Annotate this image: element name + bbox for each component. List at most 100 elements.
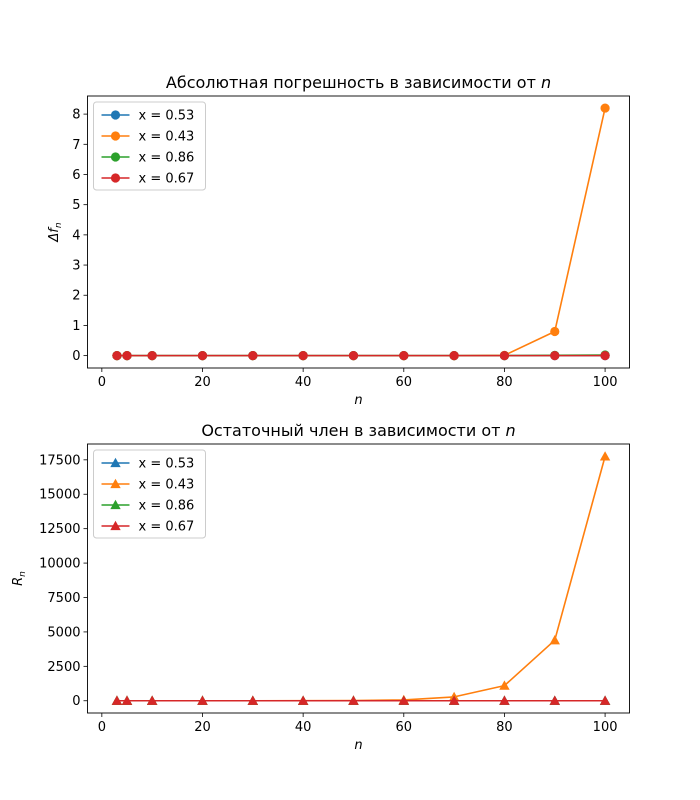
legend-entry: x = 0.86	[101, 151, 195, 166]
chart-title: Абсолютная погрешность в зависимости от …	[166, 73, 551, 92]
data-point	[197, 351, 208, 361]
data-point	[499, 351, 510, 361]
legend-entry: x = 0.86	[101, 499, 195, 514]
data-point	[298, 351, 308, 361]
x-tick-label: 40	[295, 720, 312, 735]
y-axis-label: Rn	[11, 571, 28, 586]
legend-entry: x = 0.43	[101, 478, 195, 493]
chart-title-variable: n	[506, 421, 516, 440]
legend-entry: x = 0.67	[101, 172, 195, 187]
y-tick-label: 5	[72, 198, 80, 213]
data-point	[600, 103, 610, 113]
x-tick-label: 60	[396, 375, 413, 390]
y-axis-label-main: Δf	[47, 226, 62, 243]
x-tick-label: 20	[194, 375, 211, 390]
y-tick-label: 8	[72, 108, 80, 123]
chart-title: Остаточный член в зависимости от n	[201, 421, 515, 440]
legend-marker	[110, 478, 121, 489]
x-axis-label: n	[354, 393, 362, 408]
legend-label: x = 0.67	[139, 172, 195, 187]
y-tick-label: 12500	[39, 522, 80, 537]
chart-2: Остаточный член в зависимости от n 0 20 40 6…	[11, 421, 630, 753]
chart-title-text: Абсолютная погрешность в зависимости от	[166, 73, 541, 92]
x-tick-label: 80	[496, 720, 513, 735]
legend-label: x = 0.86	[139, 499, 195, 514]
data-point	[122, 351, 132, 361]
data-point	[348, 695, 359, 705]
y-axis-label-main: R	[11, 577, 26, 586]
legend: x = 0.53 x = 0.43 x = 0.86 x = 0.67	[93, 449, 206, 539]
legend-box	[93, 449, 206, 539]
legend-entry: x = 0.53	[101, 457, 195, 472]
x-axis-label: n	[354, 738, 362, 753]
data-point	[248, 351, 258, 361]
data-point	[247, 695, 259, 705]
y-tick-label: 2	[72, 289, 80, 304]
x-tick-label: 100	[593, 720, 618, 735]
data-point	[398, 695, 409, 705]
data-point	[348, 351, 359, 361]
y-axis-label-subscript: n	[54, 222, 64, 228]
y-tick-label: 7500	[47, 591, 80, 606]
y-tick-label: 4	[72, 228, 80, 243]
plot-frame	[87, 443, 630, 714]
legend-marker	[110, 110, 121, 120]
legend-marker	[110, 173, 121, 183]
charts-container: Абсолютная погрешность в зависимости от …	[11, 73, 630, 753]
x-tick-label: 0	[98, 375, 106, 390]
data-point	[549, 634, 560, 645]
data-point	[146, 695, 158, 705]
legend-label: x = 0.43	[139, 478, 195, 493]
series-4	[112, 351, 610, 361]
legend-marker	[110, 520, 121, 531]
x-tick-label: 80	[496, 375, 513, 390]
data-point	[197, 695, 208, 705]
y-tick-label: 6	[72, 168, 80, 183]
y-tick-label: 3	[72, 259, 80, 274]
x-tick-label: 100	[593, 375, 618, 390]
chart-title-text: Остаточный член в зависимости от	[201, 421, 505, 440]
y-axis-label: Δfn	[47, 222, 64, 242]
data-point	[600, 351, 610, 361]
legend-marker	[110, 499, 121, 510]
data-point	[599, 695, 611, 705]
data-point	[297, 695, 309, 705]
data-point	[121, 695, 133, 705]
y-tick-label: 1	[72, 319, 80, 334]
chart-1: Абсолютная погрешность в зависимости от …	[47, 73, 630, 408]
legend-marker	[110, 457, 121, 468]
y-tick-label: 10000	[39, 557, 80, 572]
data-point	[399, 351, 409, 361]
series-4	[111, 695, 611, 705]
plot-frame	[87, 95, 630, 369]
data-point	[111, 695, 123, 705]
data-point	[448, 695, 460, 705]
y-axis-label-subscript: n	[18, 571, 28, 577]
x-tick-label: 0	[98, 720, 106, 735]
legend-label: x = 0.86	[139, 151, 195, 166]
data-point	[147, 351, 157, 361]
x-tick-label: 20	[194, 720, 211, 735]
data-point	[499, 680, 510, 690]
legend-marker	[110, 131, 121, 141]
y-tick-label: 0	[72, 349, 80, 364]
legend-entry: x = 0.67	[101, 520, 194, 535]
y-tick-label: 15000	[39, 488, 80, 503]
legend-box	[93, 101, 206, 191]
data-point	[549, 695, 560, 705]
legend-entry: x = 0.53	[101, 109, 194, 124]
legend-label: x = 0.53	[139, 457, 195, 472]
data-point	[550, 326, 560, 337]
data-point	[112, 351, 122, 361]
data-point	[499, 695, 510, 705]
legend-label: x = 0.43	[139, 130, 195, 145]
chart-title-variable: n	[541, 73, 551, 92]
legend-marker	[110, 152, 121, 162]
y-tick-label: 0	[72, 694, 80, 709]
data-point	[550, 351, 560, 361]
x-tick-label: 40	[295, 375, 312, 390]
data-point	[599, 451, 611, 461]
data-point	[449, 351, 459, 361]
y-tick-label: 2500	[47, 660, 80, 675]
